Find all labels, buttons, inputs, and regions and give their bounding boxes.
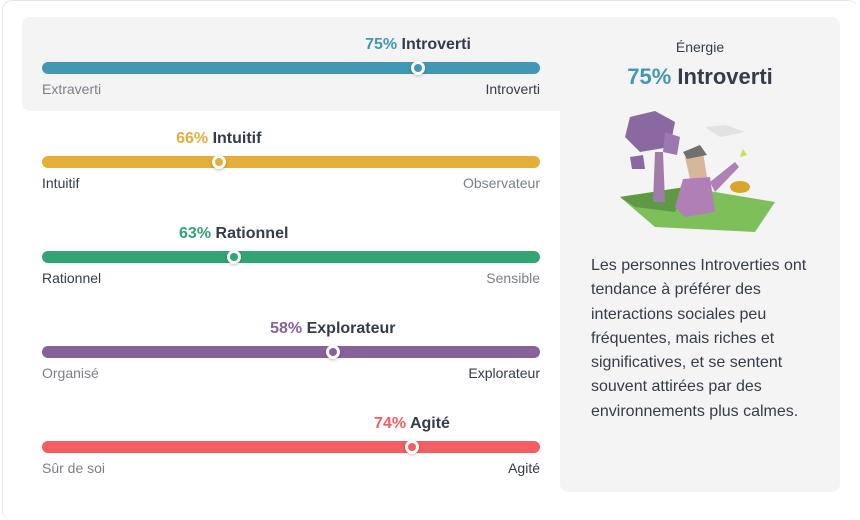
trait-heading: 66% Intuitif xyxy=(176,130,261,148)
trait-knob[interactable] xyxy=(405,440,419,454)
trait-result-percent: 75% xyxy=(627,64,672,89)
trait-percent: 74% xyxy=(374,415,407,432)
introvert-illustration-icon xyxy=(620,111,775,232)
trait-bar xyxy=(42,156,540,168)
trait-right-label: Agité xyxy=(508,460,540,476)
trait-name: Agité xyxy=(409,415,450,432)
trait-result: 75% Introverti xyxy=(560,64,840,90)
trait-right-label: Explorateur xyxy=(468,365,540,381)
trait-knob[interactable] xyxy=(211,155,226,169)
trait-detail-panel: Énergie 75% Introverti Les personnes Int… xyxy=(560,17,840,492)
trait-left-label: Extraverti xyxy=(42,81,102,97)
trait-left-label: Rationnel xyxy=(42,270,102,286)
trait-description: Les personnes Introverties ont tendance … xyxy=(591,257,807,420)
trait-name: Explorateur xyxy=(306,320,396,337)
trait-name: Introverti xyxy=(401,36,471,53)
trait-slider-0[interactable]: 75% Introverti Extraverti Introverti xyxy=(42,36,540,106)
trait-slider-2[interactable]: 63% Rationnel Rationnel Sensible xyxy=(42,225,540,295)
trait-percent: 58% xyxy=(270,320,303,337)
trait-left-label: Sûr de soi xyxy=(42,460,106,476)
trait-percent: 66% xyxy=(176,130,209,147)
trait-right-label: Sensible xyxy=(486,270,540,286)
trait-category: Énergie xyxy=(675,39,725,55)
trait-right-label: Observateur xyxy=(462,175,540,191)
trait-result-name: Introverti xyxy=(677,64,773,89)
trait-knob[interactable] xyxy=(325,345,340,359)
trait-slider-4[interactable]: 74% Agité Sûr de soi Agité xyxy=(42,415,540,485)
trait-heading: 58% Explorateur xyxy=(270,320,395,338)
trait-heading: 74% Agité xyxy=(374,415,450,433)
trait-left-label: Intuitif xyxy=(42,175,80,191)
trait-name: Intuitif xyxy=(212,130,262,147)
trait-knob[interactable] xyxy=(226,250,241,264)
trait-percent: 75% xyxy=(365,36,398,53)
trait-name: Rationnel xyxy=(215,225,289,242)
trait-right-label: Introverti xyxy=(485,81,540,97)
trait-percent: 63% xyxy=(179,225,212,242)
trait-slider-3[interactable]: 58% Explorateur Organisé Explorateur xyxy=(42,320,540,390)
trait-bar xyxy=(42,346,540,358)
trait-knob[interactable] xyxy=(410,61,425,75)
trait-heading: 63% Rationnel xyxy=(179,225,288,243)
trait-bar xyxy=(42,441,540,453)
trait-left-label: Organisé xyxy=(42,365,99,381)
trait-slider-1[interactable]: 66% Intuitif Intuitif Observateur xyxy=(42,130,540,200)
trait-heading: 75% Introverti xyxy=(365,36,471,54)
trait-bar xyxy=(42,251,540,263)
trait-bar xyxy=(42,62,540,74)
